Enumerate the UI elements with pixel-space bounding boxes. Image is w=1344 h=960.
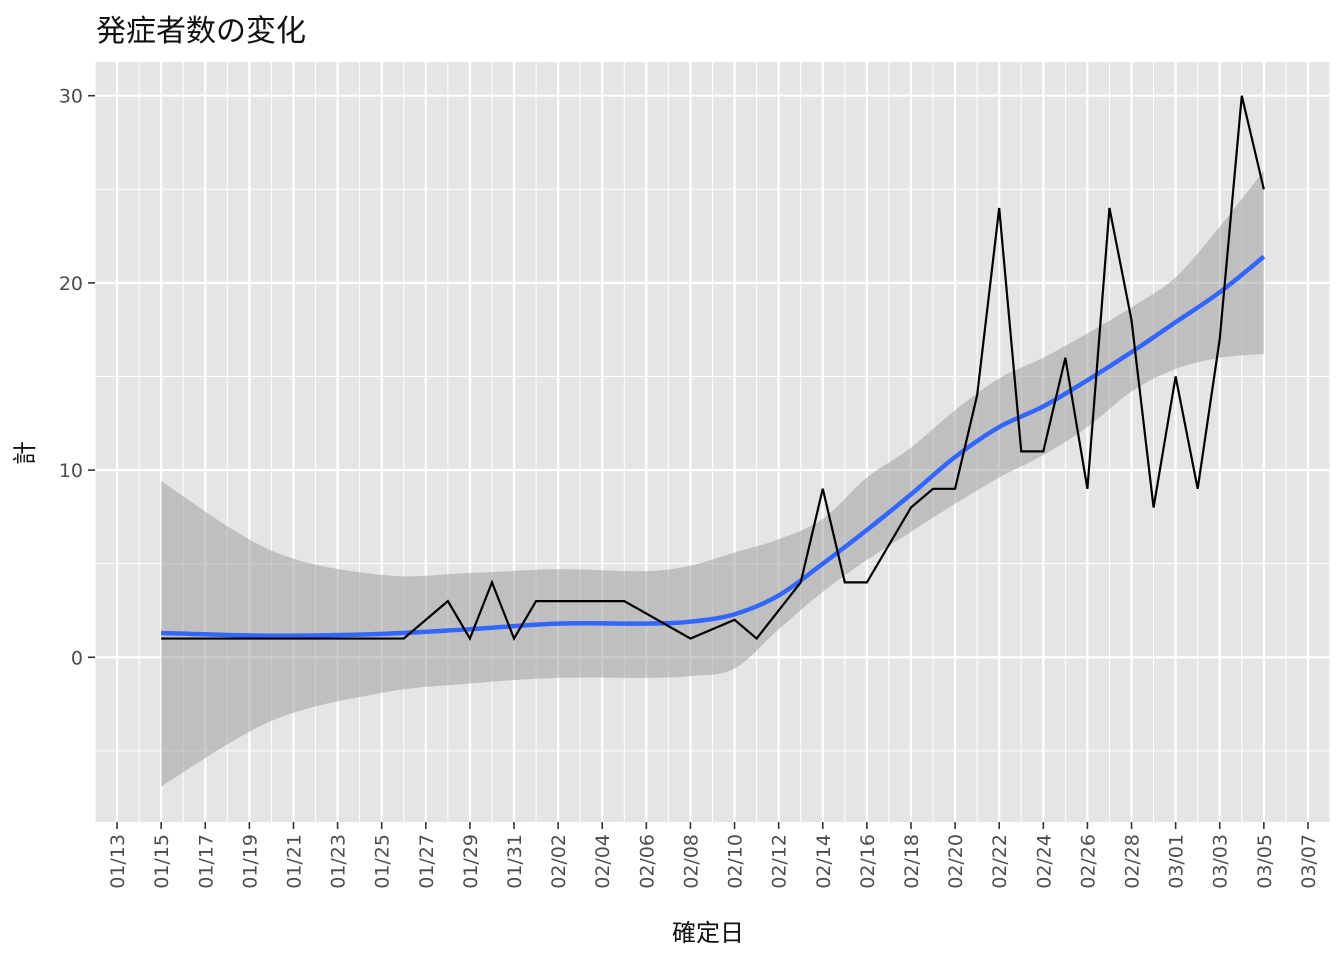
x-tick-label: 02/28 [1122, 834, 1144, 889]
x-tick-label: 01/31 [504, 834, 526, 889]
x-tick-label: 03/03 [1210, 834, 1232, 889]
y-axis: 0 10 20 30 [59, 86, 95, 669]
x-tick-label: 01/23 [328, 834, 350, 889]
x-tick-label: 03/07 [1298, 834, 1320, 889]
y-tick-label: 10 [59, 460, 83, 482]
data-line [161, 95, 1265, 642]
x-tick-label: 02/14 [813, 834, 835, 889]
x-tick-label: 01/19 [239, 834, 261, 889]
chart-title: 発症者数の変化 [96, 14, 306, 49]
x-tick-label: 02/18 [901, 834, 923, 889]
x-tick-label: 01/17 [195, 834, 217, 889]
x-tick-label: 02/08 [680, 834, 702, 889]
x-axis-title: 確定日 [672, 919, 744, 947]
x-tick-label: 02/02 [548, 834, 570, 889]
x-tick-label: 01/15 [151, 834, 173, 889]
x-tick-label: 01/21 [283, 834, 305, 889]
x-tick-label: 03/05 [1254, 834, 1276, 889]
y-tick-label: 20 [59, 273, 83, 295]
x-axis: 01/13 01/15 01/17 01/19 01/21 01/23 01/25 01/27… [107, 822, 1320, 889]
x-tick-label: 02/20 [945, 834, 967, 889]
x-tick-label: 01/25 [372, 834, 394, 889]
smooth-trend-line [161, 254, 1266, 639]
x-tick-label: 03/01 [1166, 834, 1188, 889]
x-tick-label: 02/26 [1077, 834, 1099, 889]
x-tick-label: 02/12 [769, 834, 791, 889]
y-tick-label: 30 [59, 86, 83, 108]
x-tick-label: 01/13 [107, 834, 129, 889]
x-tick-label: 02/04 [592, 834, 614, 889]
y-axis-title: 計 [11, 441, 39, 465]
x-tick-label: 02/22 [989, 834, 1011, 889]
y-tick-label: 0 [71, 647, 83, 669]
x-tick-label: 01/29 [460, 834, 482, 889]
x-tick-label: 02/10 [725, 834, 747, 889]
x-tick-label: 02/24 [1033, 834, 1055, 889]
x-tick-label: 01/27 [416, 834, 438, 889]
x-tick-label: 02/16 [857, 834, 879, 889]
x-tick-label: 02/06 [636, 834, 658, 889]
